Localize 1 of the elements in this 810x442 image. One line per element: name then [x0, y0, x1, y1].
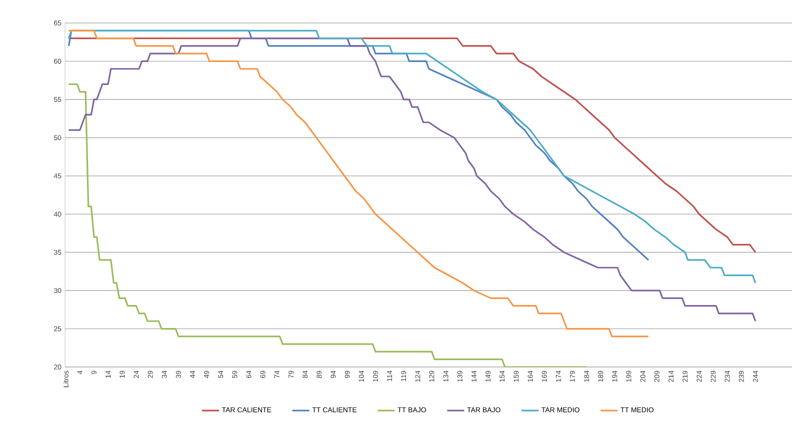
line-series: [68, 83, 588, 367]
